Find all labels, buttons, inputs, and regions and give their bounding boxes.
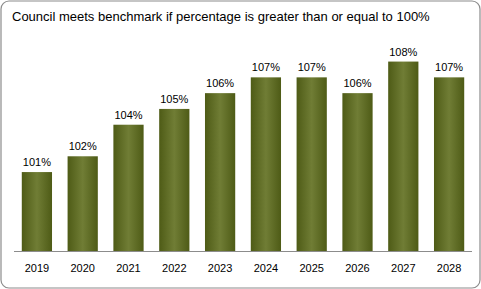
bars [22, 62, 464, 251]
data-label: 106% [206, 77, 234, 89]
bar [342, 93, 372, 251]
bar [205, 93, 235, 251]
data-label: 107% [298, 61, 326, 73]
bar [22, 172, 52, 251]
data-label: 106% [343, 77, 371, 89]
x-tick-label: 2026 [345, 262, 369, 274]
bar [297, 77, 327, 251]
bar [68, 156, 98, 251]
chart-svg: Council meets benchmark if percentage is… [0, 0, 481, 289]
data-labels: 101% 102% 104% 105% 106% 107% 107% 106% 108% 107% [23, 46, 464, 169]
data-label: 108% [389, 46, 417, 58]
x-tick-label: 2020 [70, 262, 94, 274]
bar [113, 125, 143, 251]
x-axis-line [14, 251, 472, 252]
x-tick-label: 2023 [208, 262, 232, 274]
x-axis: 2019 2020 2021 2022 2023 2024 2025 2026 2027 2028 [14, 252, 472, 275]
x-tick-label: 2027 [391, 262, 415, 274]
x-tick-label: 2025 [299, 262, 323, 274]
chart-title: Council meets benchmark if percentage is… [12, 9, 430, 24]
x-tick-label: 2021 [116, 262, 140, 274]
bar [251, 77, 281, 251]
data-label: 105% [160, 93, 188, 105]
bar [159, 109, 189, 251]
bar [434, 77, 464, 251]
x-tick-label: 2019 [25, 262, 49, 274]
data-label: 107% [252, 61, 280, 73]
chart-frame [1, 1, 480, 288]
x-tick-label: 2024 [254, 262, 278, 274]
x-tick-label: 2028 [437, 262, 461, 274]
data-label: 101% [23, 156, 51, 168]
chart-container: Council meets benchmark if percentage is… [0, 0, 481, 289]
x-tick-label: 2022 [162, 262, 186, 274]
data-label: 102% [69, 140, 97, 152]
bar [388, 62, 418, 251]
data-label: 107% [435, 61, 463, 73]
page: {"chart_data": {"type": "bar", "title": … [0, 0, 481, 289]
data-label: 104% [114, 109, 142, 121]
